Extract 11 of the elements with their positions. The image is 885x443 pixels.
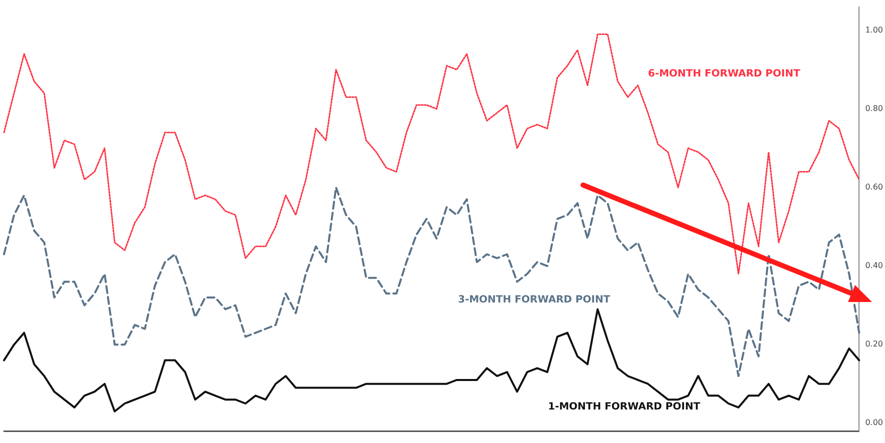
y-tick-label: 1.00 xyxy=(865,25,883,34)
y-tick-label: 0.00 xyxy=(865,418,883,428)
series-label: 6-MONTH FORWARD POINT xyxy=(648,68,800,80)
y-tick-label: 0.60 xyxy=(865,182,883,192)
line-series xyxy=(3,34,860,275)
y-tick-label: 0.20 xyxy=(865,340,883,349)
series-label: 1-MONTH FORWARD POINT xyxy=(548,402,700,413)
line-series xyxy=(3,186,860,378)
y-tick-label: 0.80 xyxy=(865,104,883,113)
text: 3-MONTH FORWARD POINT xyxy=(458,294,610,306)
y-tick-label: 0.40 xyxy=(865,261,883,270)
